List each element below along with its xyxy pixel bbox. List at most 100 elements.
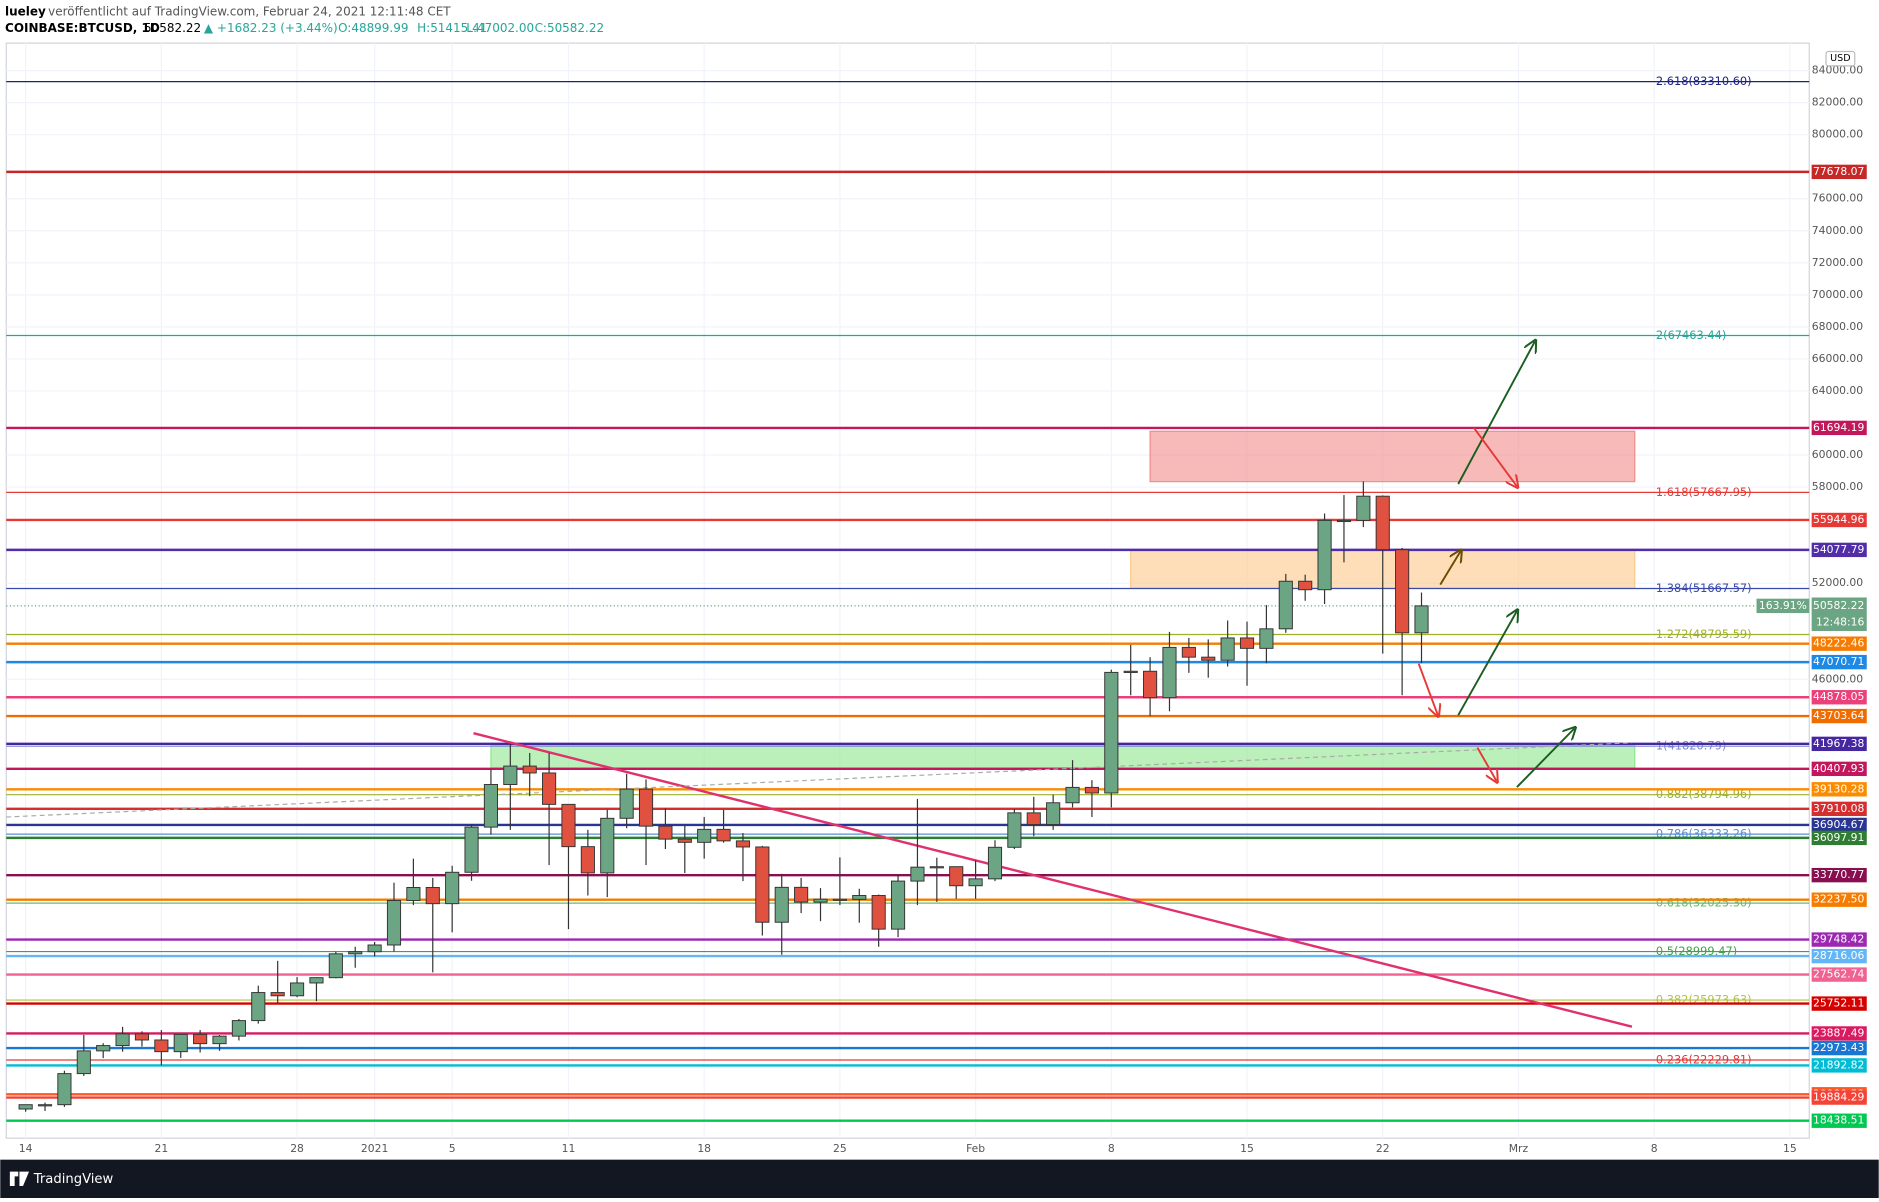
level-label: 39130.28	[1813, 782, 1865, 795]
last-price-badge	[1811, 597, 1867, 632]
zone	[490, 744, 1636, 769]
x-tick-label: 21	[155, 1142, 169, 1155]
candle-body	[832, 898, 847, 901]
x-tick-label: 14	[19, 1142, 33, 1155]
y-tick-label: 80000.00	[1812, 128, 1864, 141]
candle-body	[193, 1033, 208, 1045]
x-tick-label: 5	[449, 1142, 456, 1155]
fib-label: 0.236(22229.81)	[1656, 1053, 1752, 1067]
candle-body	[987, 846, 1003, 880]
candle-body	[464, 826, 479, 873]
zone	[1149, 430, 1636, 483]
arrow	[1417, 663, 1438, 716]
level-label: 28716.06	[1813, 949, 1865, 962]
fib-label: 2(67463.44)	[1656, 328, 1726, 342]
zones	[490, 430, 1636, 769]
arrow	[1473, 427, 1517, 487]
level-badge	[1811, 1090, 1867, 1105]
ohlc-open: O:48899.99	[338, 21, 408, 35]
x-tick-label: 22	[1376, 1142, 1390, 1155]
x-tick-label: 11	[562, 1142, 576, 1155]
candle-body	[231, 1020, 246, 1037]
y-tick-label: 58000.00	[1812, 480, 1864, 493]
candle-body	[968, 878, 983, 887]
x-tick-label: 8	[1651, 1142, 1658, 1155]
fib-label: 1.272(48795.59)	[1656, 627, 1752, 641]
candle-body	[735, 840, 751, 848]
candle-body	[1162, 646, 1177, 699]
candle-body	[1298, 580, 1313, 591]
arrow	[1457, 611, 1517, 716]
candle-body	[619, 788, 634, 819]
y-tick-label: 46000.00	[1812, 672, 1864, 685]
last-price: 50582.22	[1813, 599, 1864, 612]
candle-body	[677, 838, 692, 843]
candle-body	[212, 1035, 227, 1045]
level-label: 43703.64	[1813, 709, 1865, 722]
ohlc-high: H:51415.41	[417, 21, 487, 35]
level-label: 55944.96	[1813, 513, 1865, 526]
level-label: 41967.38	[1813, 737, 1865, 750]
y-tick-label: 68000.00	[1812, 320, 1864, 333]
fib-label: 1.384(51667.57)	[1656, 581, 1752, 595]
candle-body	[755, 846, 770, 923]
last-change: 163.91%	[1759, 599, 1807, 612]
author: lueley	[5, 4, 46, 18]
fib-label: 2.618(83310.60)	[1656, 74, 1752, 88]
candle-body	[1220, 637, 1235, 661]
level-badge	[1811, 867, 1867, 883]
candle-body	[57, 1073, 72, 1106]
published: veröffentlicht auf TradingView.com, Febr…	[48, 4, 451, 18]
x-tick-label: 8	[1108, 1142, 1115, 1155]
level-label: 37910.08	[1813, 802, 1865, 815]
level-label: 29748.42	[1813, 933, 1864, 946]
countdown: 12:48:16	[1816, 616, 1865, 629]
level-badge	[1811, 782, 1867, 797]
candle-body	[716, 828, 731, 842]
y-tick-label: 70000.00	[1812, 288, 1864, 301]
x-tick-label: 15	[1240, 1142, 1254, 1155]
last-change-badge	[1756, 598, 1810, 614]
arrows	[1417, 341, 1575, 788]
level-label: 27562.74	[1813, 968, 1865, 981]
candle-body	[561, 803, 576, 848]
candle-body	[522, 765, 537, 774]
y-tick-label: 76000.00	[1812, 192, 1864, 205]
x-tick-label: 2021	[361, 1142, 388, 1155]
candle-body	[328, 953, 343, 979]
fib-label: 0.882(38794.96)	[1656, 787, 1752, 801]
x-tick-label: 25	[833, 1142, 847, 1155]
symbol: COINBASE:BTCUSD, 1D	[5, 21, 160, 35]
arrow	[1439, 551, 1460, 586]
level-label: 77678.07	[1813, 165, 1864, 178]
brand-logo	[9, 1171, 30, 1187]
price: 50582.22	[144, 21, 201, 35]
y-tick-label: 84000.00	[1812, 64, 1864, 77]
x-tick-label: Mrz	[1509, 1142, 1529, 1155]
level-badge	[1811, 1113, 1867, 1128]
candle-body	[173, 1033, 188, 1053]
candle-body	[1104, 671, 1119, 794]
level-label: 21892.82	[1813, 1058, 1864, 1071]
ohlc-close: C:50582.22	[535, 21, 605, 35]
fib-label: 1(41820.79)	[1656, 739, 1726, 753]
candle-body	[890, 880, 906, 930]
trendline	[473, 732, 1633, 1028]
candle-body	[1143, 670, 1158, 699]
arrow	[1476, 747, 1496, 782]
arrow	[1516, 728, 1575, 788]
candle-body	[1375, 495, 1390, 551]
candle-body	[1046, 802, 1061, 826]
candle-body	[386, 899, 402, 946]
candle-body	[96, 1045, 111, 1052]
candle-body	[1395, 549, 1410, 634]
candle-body	[154, 1039, 169, 1053]
x-tick-label: 15	[1783, 1142, 1797, 1155]
candle-body	[1278, 580, 1293, 630]
y-tick-label: 60000.00	[1812, 448, 1864, 461]
candle-body	[697, 828, 712, 843]
fib-label: 0.5(28999.47)	[1656, 944, 1737, 958]
candles	[18, 481, 1429, 1112]
level-badge	[1811, 690, 1867, 705]
level-label: 36904.67	[1813, 818, 1864, 831]
